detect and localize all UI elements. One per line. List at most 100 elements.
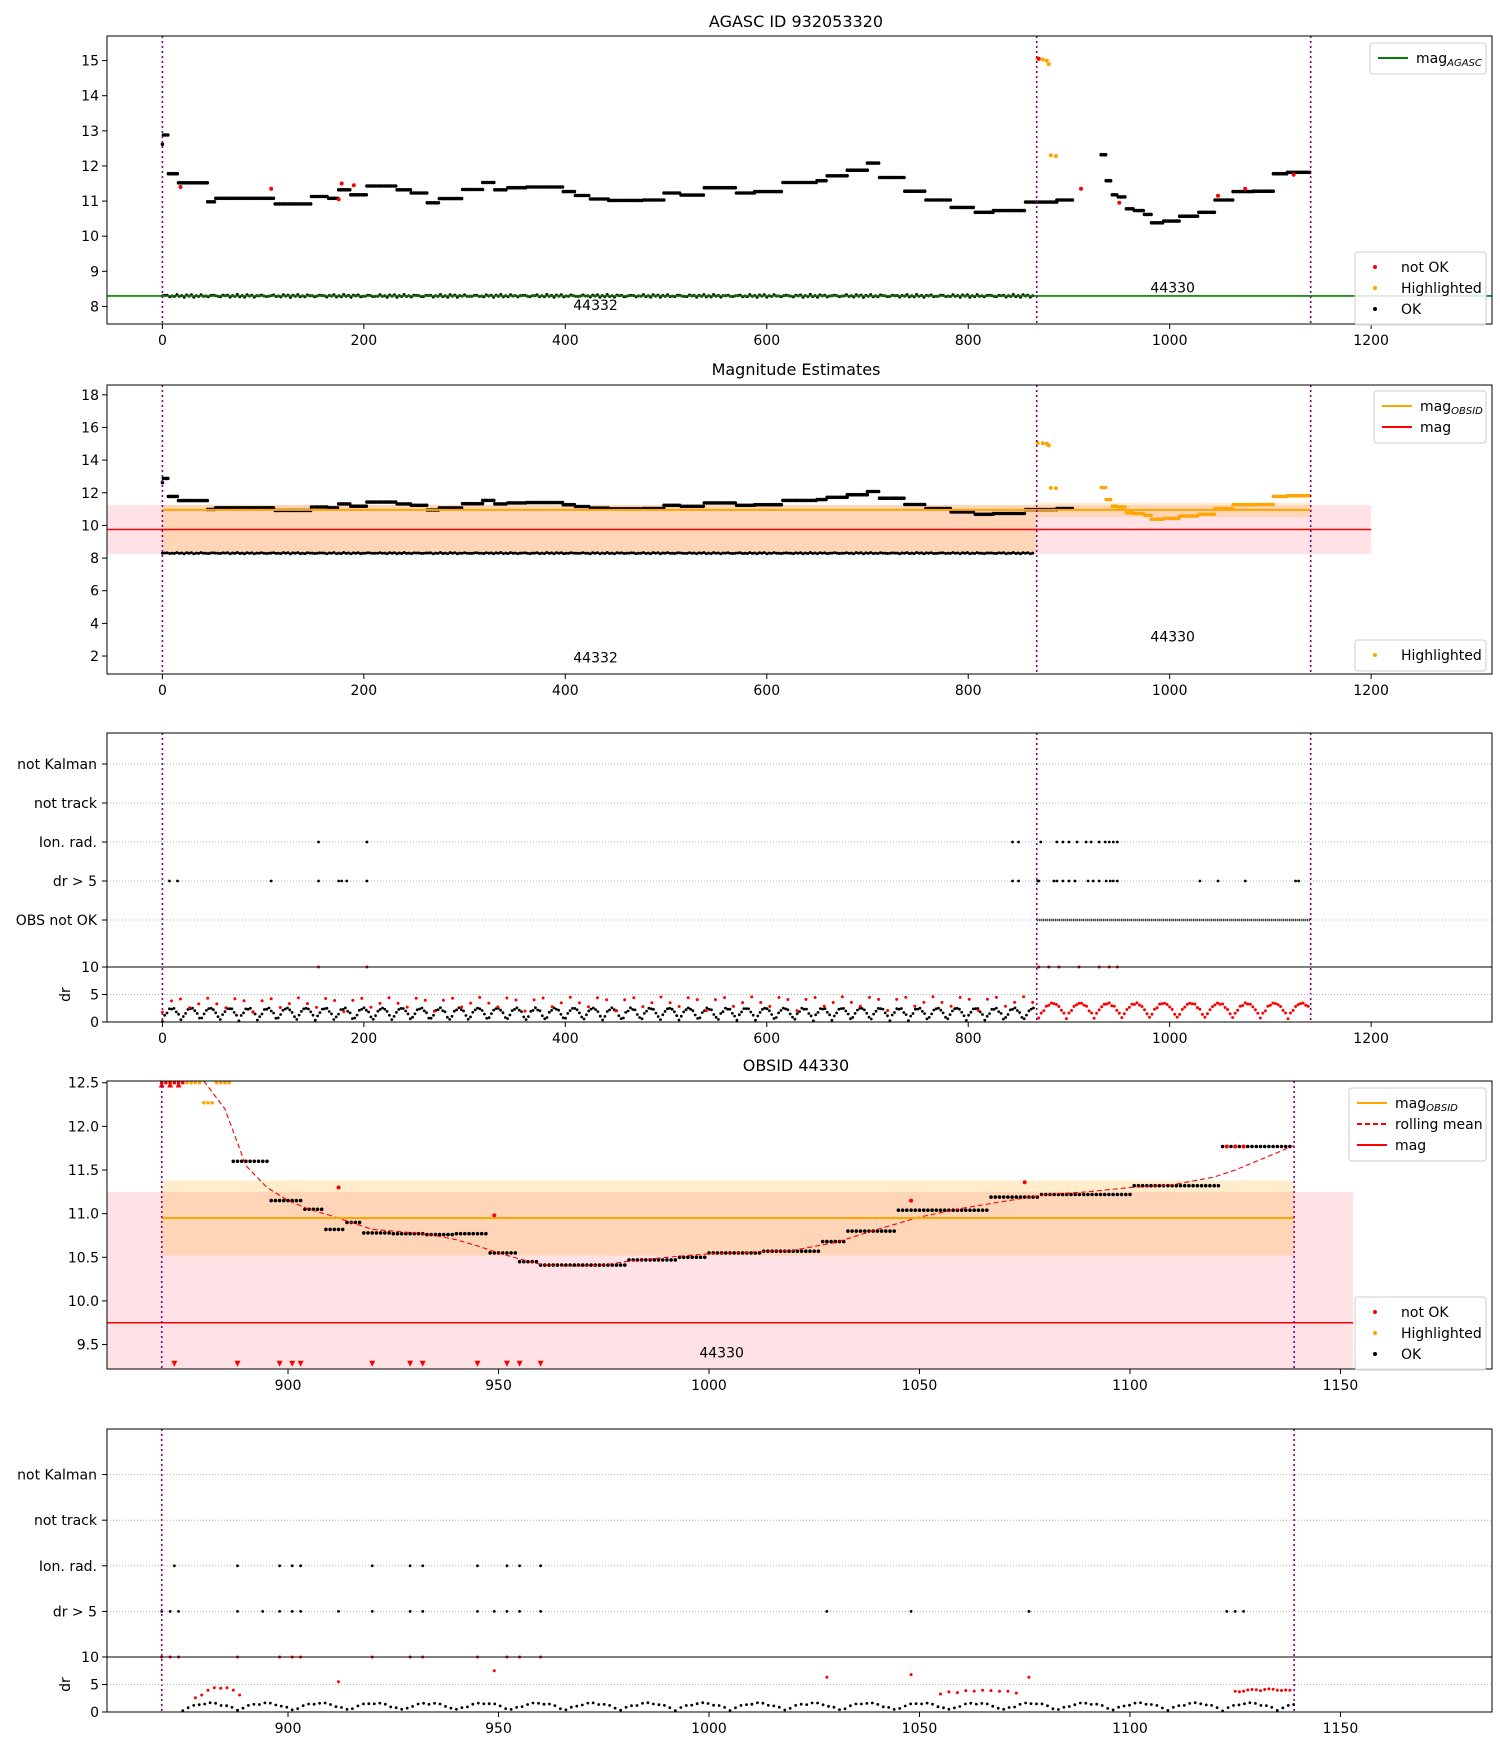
estimates-base-point xyxy=(697,551,701,555)
obsid-flags-dr5-point xyxy=(278,1610,281,1613)
flags-dr5-point xyxy=(1111,879,1115,883)
flags-dr-point xyxy=(355,1013,359,1017)
obsid-flags-dr-not-ok-point xyxy=(212,1686,216,1690)
obsid-flags-axes xyxy=(106,1428,1493,1658)
estimates-base-point xyxy=(351,551,355,555)
flags-dr-point xyxy=(573,1007,577,1010)
flags-dr-point xyxy=(385,1010,389,1013)
flags-dr-point xyxy=(640,1017,644,1021)
estimates-base-point xyxy=(267,551,271,555)
obsid-point xyxy=(921,1208,926,1212)
flags-ion-rad-point xyxy=(1111,840,1115,844)
flags-ion-rad-point xyxy=(1084,840,1088,844)
flags-dr-point xyxy=(988,1012,991,1015)
estimates-base-point xyxy=(347,551,350,555)
estimates-base-point xyxy=(987,551,991,555)
flags-dr-point xyxy=(212,1008,215,1012)
agasc-legend-points xyxy=(1354,251,1487,326)
flags-dr-point xyxy=(1011,1007,1014,1011)
estimates-base-point xyxy=(1011,551,1015,554)
obsid-flags-dr-point xyxy=(1078,1701,1082,1705)
obsid-flags-dr-point xyxy=(307,1702,310,1706)
obsid-point xyxy=(580,1263,585,1267)
flags-ion-rad-point xyxy=(1107,840,1111,844)
flags-dr-point xyxy=(981,1013,984,1016)
obsid-point xyxy=(1006,1195,1010,1199)
obsid-point xyxy=(223,1080,227,1085)
flags-dr-point xyxy=(374,1014,377,1018)
flags-dr-point xyxy=(958,1007,961,1011)
flags-dr-point xyxy=(344,1006,347,1010)
estimates-base-point xyxy=(767,551,771,555)
obsid-flags-dr-point xyxy=(279,1704,283,1708)
flags-dr-point xyxy=(812,1019,815,1023)
flags-dr5-point xyxy=(337,879,341,883)
agasc-y-tick-label: 12 xyxy=(81,159,99,175)
flags-dr-point xyxy=(842,1007,845,1010)
flags-dr-point xyxy=(376,1009,380,1013)
flags-dr-not-ok-point xyxy=(1168,1005,1172,1009)
flags-dr-point xyxy=(568,1009,572,1012)
agasc-ok-point xyxy=(1149,212,1153,217)
obsid-flags-dr-not-ok-point xyxy=(1275,1688,1279,1692)
obsid-flags-dr-point xyxy=(509,1708,513,1711)
estimates-base-point xyxy=(414,551,418,555)
flags-dr-not-ok-point xyxy=(1289,1011,1292,1015)
estimates-base-point xyxy=(748,551,752,555)
obsid-flags-dr5-point xyxy=(539,1610,543,1613)
flags-dr-not-ok-point xyxy=(840,995,844,999)
flags-dr-not-ok-point xyxy=(1263,1009,1267,1013)
estimates-base-point xyxy=(356,551,360,555)
obsid-flags-dr-x-tick-label: 1000 xyxy=(691,1721,727,1737)
estimates-base-point xyxy=(738,551,742,555)
estimates-base-point xyxy=(1004,552,1008,556)
estimates-base-point xyxy=(777,551,781,555)
flags-dr-not-ok-point xyxy=(1107,1001,1111,1005)
obsid-flags-ion-rad-point xyxy=(408,1564,412,1568)
flags-dr-not-ok-point xyxy=(1281,1008,1285,1012)
obsid-point xyxy=(362,1231,366,1235)
obsid-point xyxy=(825,1239,829,1244)
obsid-point xyxy=(1254,1144,1259,1149)
flags-dr-point xyxy=(714,1015,718,1019)
agasc-ok-point xyxy=(492,180,496,185)
estimates-base-point xyxy=(530,551,534,555)
obsid-point xyxy=(239,1159,244,1164)
estimates-base-point xyxy=(613,552,616,556)
flags-dr-point xyxy=(721,1010,725,1014)
estimates-base-point xyxy=(160,551,164,555)
obsid-point xyxy=(1111,1192,1115,1197)
obsid-flags-dr-point xyxy=(1117,1705,1120,1709)
flags-dr-not-ok-point xyxy=(886,1009,890,1012)
flags-dr-point xyxy=(207,1007,211,1010)
estimates-base-point xyxy=(980,551,984,555)
agasc-not-ok-point xyxy=(269,186,274,191)
obsid-point xyxy=(989,1195,993,1199)
flags-dr-point xyxy=(819,1007,822,1010)
flags-dr-point xyxy=(744,1007,748,1010)
flags-ion-rad-point xyxy=(1089,840,1093,844)
flags-dr-not-ok-point xyxy=(305,1002,309,1006)
estimates-base-point xyxy=(888,551,892,555)
flags-dr-point xyxy=(832,1014,836,1018)
flags-dr-point xyxy=(246,1007,250,1011)
obsid-flags-dr-point xyxy=(1002,1707,1006,1711)
agasc-ok-point xyxy=(845,174,849,178)
flags-dr-point xyxy=(737,1013,741,1017)
obsid-point xyxy=(665,1258,669,1262)
estimates-ok-point xyxy=(922,502,927,507)
obsid-y-tick-label: 12.5 xyxy=(68,1076,99,1092)
flags-dr-not-ok-point xyxy=(559,1001,563,1005)
estimates-base-point xyxy=(593,551,597,555)
obsid-flags-dr-point xyxy=(1018,1702,1022,1706)
flags-dr-not-ok-point xyxy=(1160,1002,1164,1006)
flags-dr-point xyxy=(907,1019,910,1022)
estimates-base-point xyxy=(866,551,870,555)
estimates-highlighted-point xyxy=(1053,486,1058,491)
estimates-base-point xyxy=(344,551,348,555)
flags-dr-point xyxy=(1029,1007,1033,1011)
estimates-base-point xyxy=(683,551,687,555)
obsid-not-ok-point xyxy=(336,1185,341,1190)
flags-dr-point xyxy=(649,1007,653,1011)
obsid-point xyxy=(1271,1144,1275,1149)
